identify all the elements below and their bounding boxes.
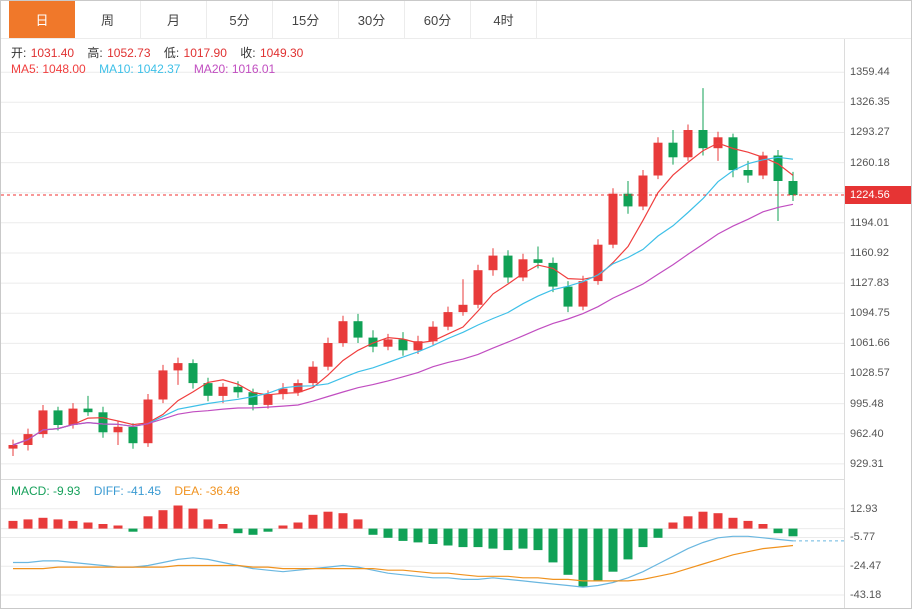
macd-readout: MACD: -9.93 DIFF: -41.45 DEA: -36.48 (11, 484, 250, 498)
price-axis-label: 1061.66 (850, 337, 890, 350)
macd-axis-label: -43.18 (850, 589, 882, 602)
price-axis-label: 1028.57 (850, 367, 890, 380)
macd-histogram-layer (8, 505, 798, 588)
price-axis-label: 1194.01 (850, 216, 889, 229)
macd-axis-label: -5.77 (850, 531, 876, 544)
high-label: 高: (87, 46, 103, 60)
price-axis-label: 995.48 (850, 397, 884, 410)
macd-indicator-chart[interactable] (1, 480, 844, 608)
tab-5min[interactable]: 5分 (207, 1, 273, 38)
ma-readout: MA5: 1048.00 MA10: 1042.37 MA20: 1016.01 (11, 62, 285, 76)
panel-separator (1, 479, 911, 480)
price-axis-label: 1094.75 (850, 307, 890, 320)
price-axis: 1224.56 1359.441326.351293.271260.181227… (844, 39, 911, 608)
tab-15min[interactable]: 15分 (273, 1, 339, 38)
open-value: 1031.40 (30, 46, 75, 60)
macd-lines-layer (13, 535, 844, 588)
period-tabbar: 日 周 月 5分 15分 30分 60分 4时 (1, 1, 911, 39)
ohlc-readout: 开: 1031.40 高: 1052.73 低: 1017.90 收: 1049… (11, 44, 313, 61)
current-price-badge: 1224.56 (845, 186, 911, 205)
high-value: 1052.73 (107, 46, 151, 60)
tab-4hour[interactable]: 4时 (471, 1, 537, 38)
ma-lines-layer (12, 142, 794, 446)
open-label: 开: (11, 46, 27, 60)
tab-30min[interactable]: 30分 (339, 1, 405, 38)
diff-value: DIFF: -41.45 (93, 484, 162, 498)
close-label: 收: (240, 46, 256, 60)
dea-value: DEA: -36.48 (174, 484, 240, 498)
price-axis-label: 1260.18 (850, 156, 890, 169)
close-value: 1049.30 (259, 46, 304, 60)
grid-layer (1, 71, 844, 465)
price-axis-label: 1127.83 (850, 277, 889, 290)
macd-axis-label: 12.93 (850, 502, 878, 515)
ma20-value: MA20: 1016.01 (193, 62, 276, 76)
tab-week[interactable]: 周 (75, 1, 141, 38)
macd-value: MACD: -9.93 (11, 484, 81, 498)
price-axis-label: 1160.92 (850, 246, 889, 259)
price-axis-label: 1359.44 (850, 66, 890, 79)
tab-60min[interactable]: 60分 (405, 1, 471, 38)
candles-layer (8, 88, 798, 456)
low-label: 低: (163, 46, 180, 60)
macd-axis-label: -24.47 (850, 560, 882, 573)
price-axis-label: 962.40 (850, 427, 884, 440)
price-axis-label: 1293.27 (850, 126, 890, 139)
low-value: 1017.90 (183, 46, 227, 60)
ma10-value: MA10: 1042.37 (99, 62, 181, 76)
main-candlestick-chart[interactable] (1, 39, 844, 479)
ma5-value: MA5: 1048.00 (11, 62, 86, 76)
price-axis-label: 1326.35 (850, 96, 890, 109)
tab-day[interactable]: 日 (9, 1, 75, 38)
tab-month[interactable]: 月 (141, 1, 207, 38)
price-axis-label: 929.31 (850, 457, 884, 470)
